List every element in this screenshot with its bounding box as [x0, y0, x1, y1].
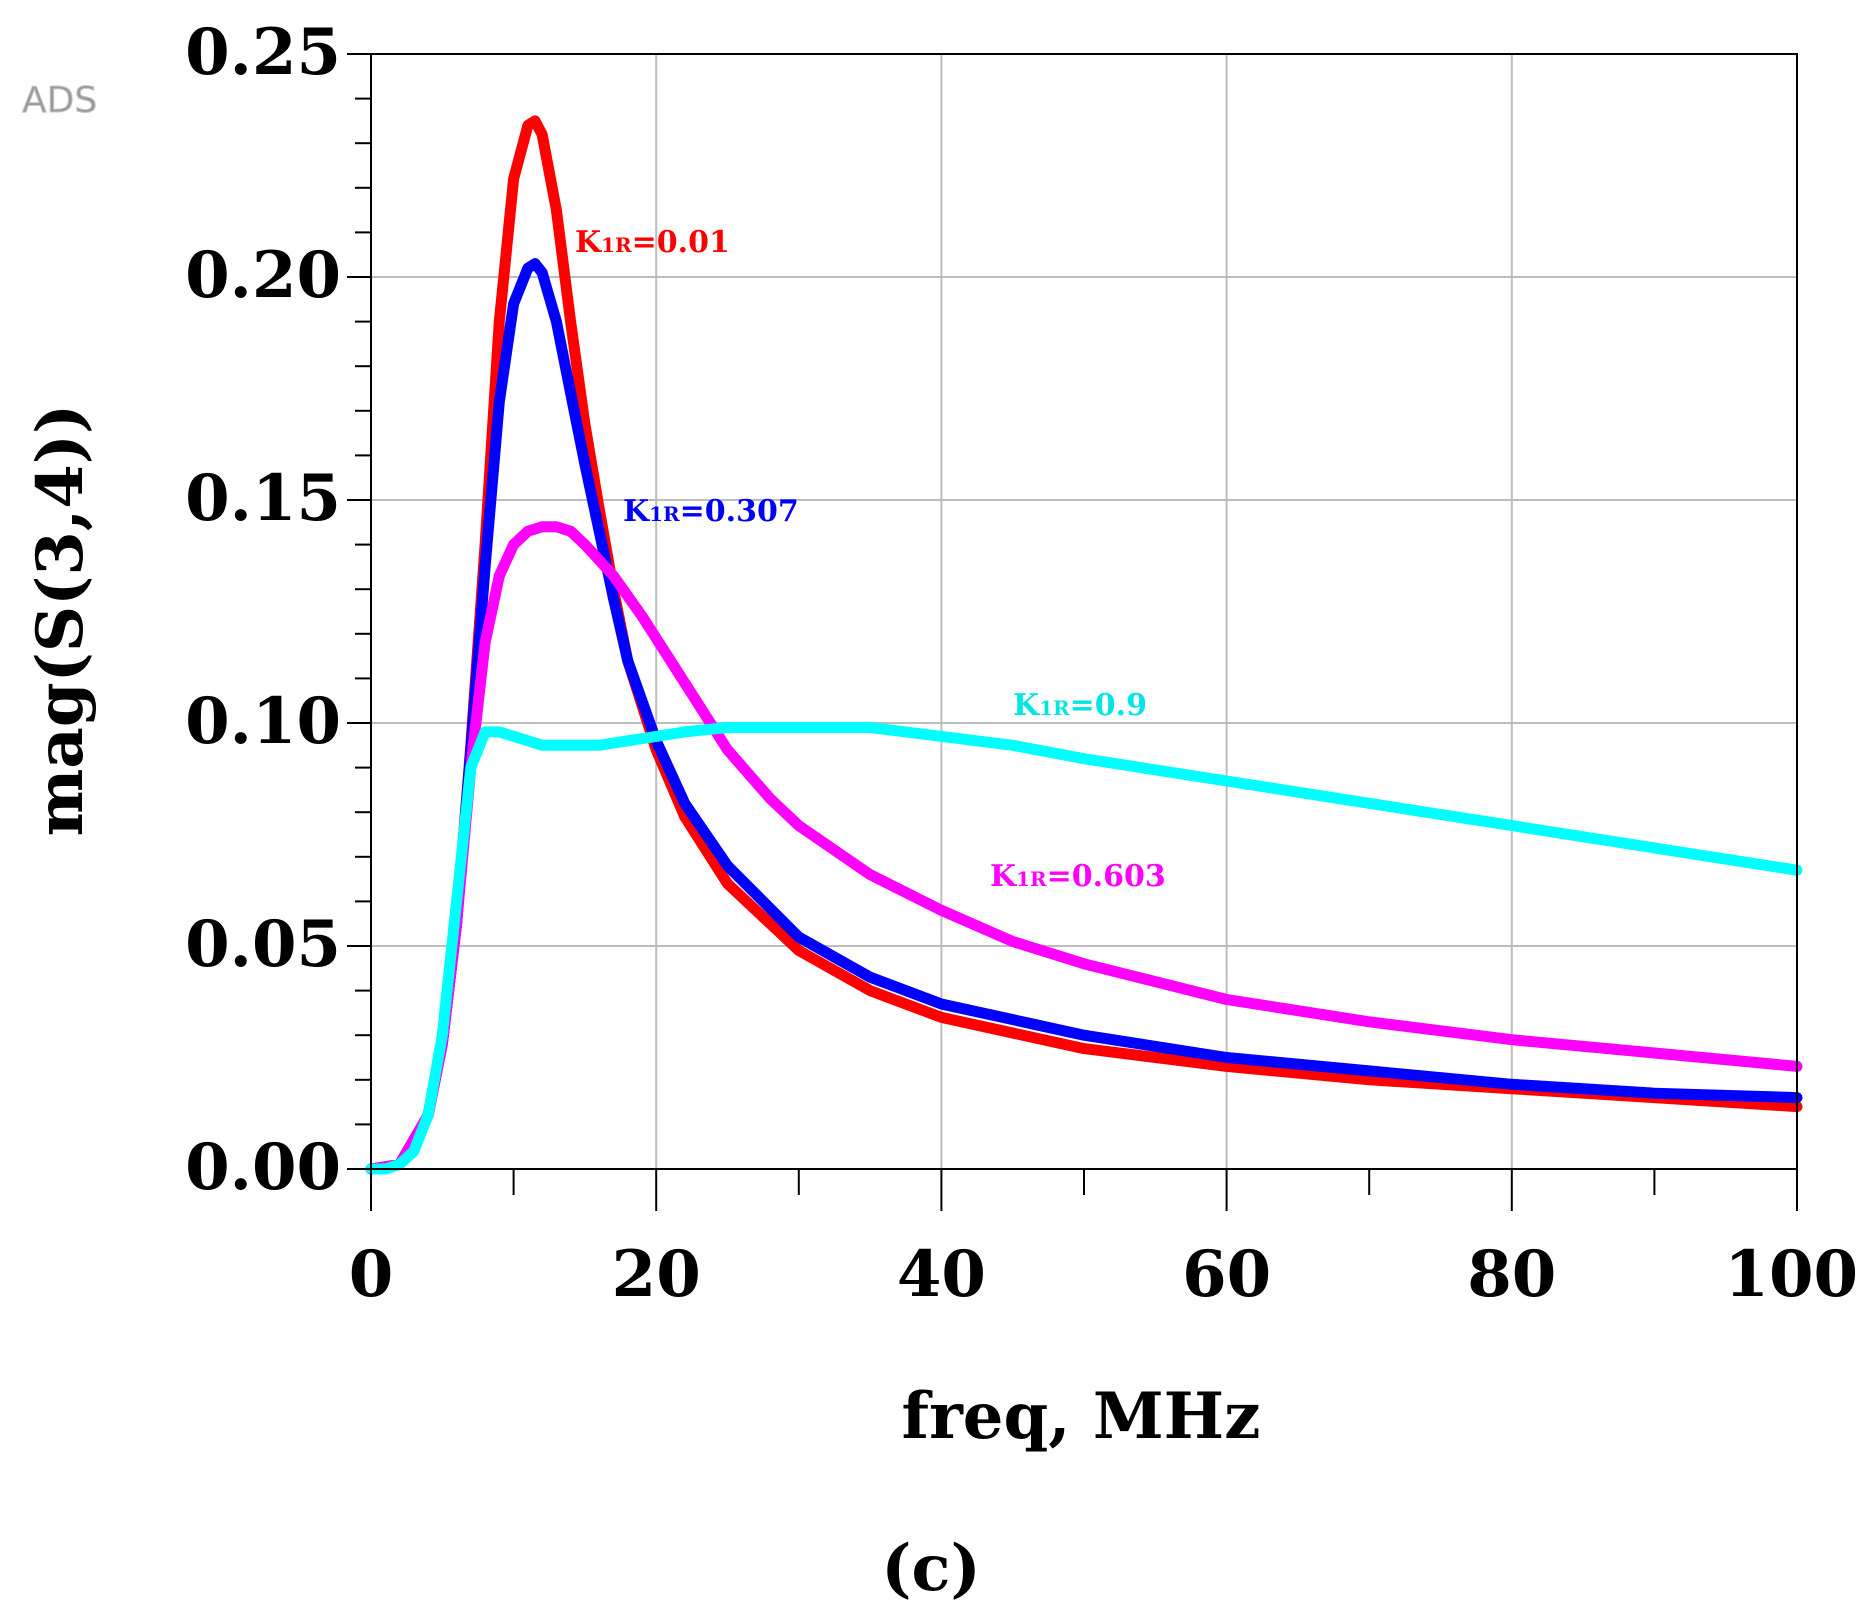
series-line-2 [365, 521, 1803, 1175]
panel-label: (c) [881, 1531, 981, 1606]
y-tick-label: 0.10 [185, 684, 341, 759]
tick-marks [347, 53, 1798, 1211]
x-tick-label: 0 [349, 1237, 394, 1312]
x-tick-labels: 0 20 40 60 80 100 [349, 1237, 1858, 1312]
x-tick-label: 100 [1724, 1237, 1858, 1312]
series-annotations: K1R=0.01 K1R=0.307 K1R=0.603 K1R=0.9 [575, 225, 1166, 894]
y-tick-label: 0.05 [185, 907, 341, 982]
plot-frame [370, 53, 1798, 1170]
x-tick-label: 80 [1467, 1237, 1556, 1312]
series-line-0 [365, 115, 1803, 1175]
series-annotation-3: K1R=0.9 [1013, 688, 1147, 723]
series-annotation-1: K1R=0.307 [623, 494, 799, 529]
watermark: ADS [22, 80, 97, 121]
x-tick-label: 40 [897, 1237, 986, 1312]
x-tick-label: 20 [612, 1237, 701, 1312]
y-tick-label: 0.25 [185, 15, 341, 90]
series-line-3 [365, 722, 1803, 1175]
y-tick-label: 0.00 [185, 1130, 341, 1205]
x-axis-title: freq, MHz [902, 1379, 1261, 1454]
y-tick-labels: 0.00 0.05 0.10 0.15 0.20 0.25 [185, 15, 341, 1205]
series-layer [365, 115, 1803, 1175]
x-tick-label: 60 [1182, 1237, 1271, 1312]
series-annotation-0: K1R=0.01 [575, 225, 730, 260]
y-axis-title: mag(S(3,4)) [23, 404, 98, 837]
series-annotation-2: K1R=0.603 [990, 859, 1166, 894]
y-tick-label: 0.20 [185, 238, 341, 313]
y-tick-label: 0.15 [185, 461, 341, 536]
grid [371, 54, 1797, 1169]
